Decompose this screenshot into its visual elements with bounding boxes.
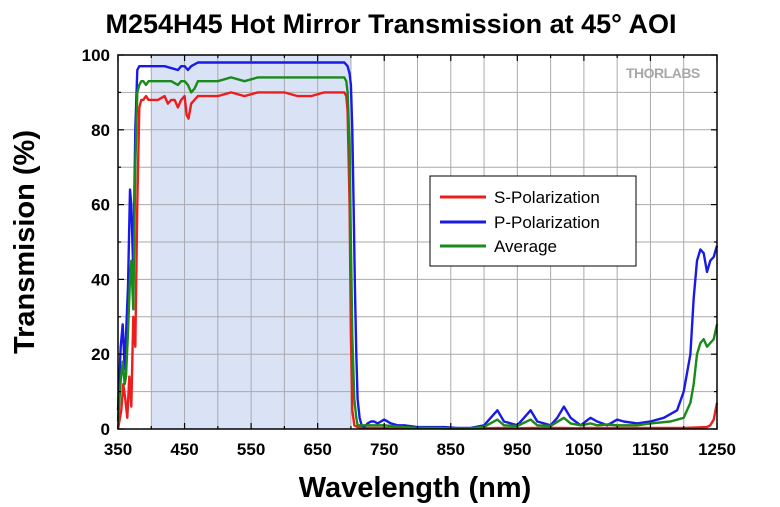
x-tick-label: 950: [503, 440, 531, 459]
series-line-average: [116, 76, 719, 430]
thorlabs-logo: THORLABS: [626, 65, 700, 81]
series-line-s-polarization: [116, 91, 719, 430]
legend-label-average: Average: [494, 237, 557, 256]
legend: S-Polarization P-Polarization Average: [429, 175, 637, 267]
x-tick-label: 1050: [565, 440, 603, 459]
y-tick-label: 0: [101, 420, 110, 439]
x-tick-label: 750: [370, 440, 398, 459]
axes: 350 450 550 650 750 850 950 1050 1150 1250 0 20 40 60…: [82, 46, 736, 459]
legend-label-p-polarization: P-Polarization: [494, 213, 600, 232]
x-tick-label: 350: [104, 440, 132, 459]
y-tick-label: 40: [91, 270, 110, 289]
series-group: [116, 61, 719, 430]
x-tick-label: 450: [170, 440, 198, 459]
chart-title: M254H45 Hot Mirror Transmission at 45° A…: [106, 9, 677, 39]
x-tick-label: 550: [237, 440, 265, 459]
y-tick-label: 20: [91, 345, 110, 364]
x-tick-label: 1150: [632, 440, 669, 459]
y-tick-label: 60: [91, 196, 110, 215]
y-axis-label: Transmision (%): [9, 130, 41, 354]
x-axis-label: Wavelength (nm): [299, 472, 532, 504]
y-tick-label: 100: [82, 46, 110, 65]
y-tick-label: 80: [91, 121, 110, 140]
x-tick-label: 850: [437, 440, 465, 459]
x-tick-label: 1250: [698, 440, 736, 459]
legend-label-s-polarization: S-Polarization: [494, 188, 600, 207]
x-tick-label: 650: [303, 440, 331, 459]
